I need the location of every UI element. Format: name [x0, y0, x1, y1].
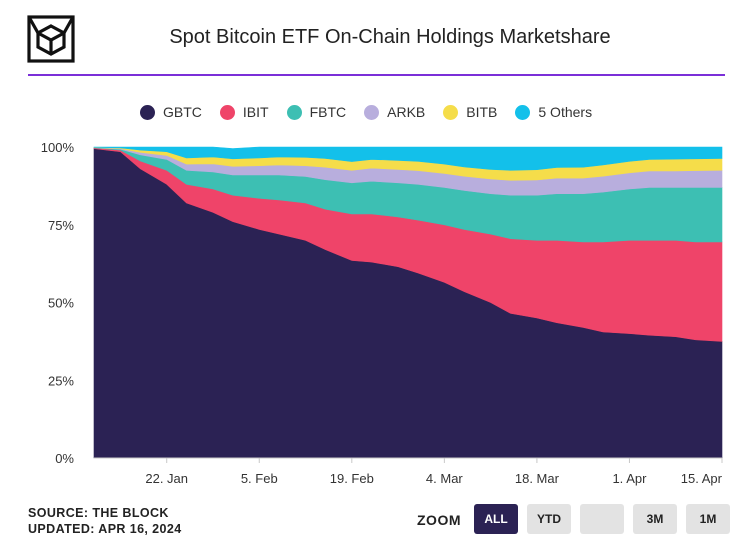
- x-tick-label: 18. Mar: [515, 471, 560, 486]
- area-chart: 0% 25% 50% 75% 100% 22. Jan 5. Feb 19. Feb 4. Ma…: [41, 140, 723, 486]
- legend-item-bitb[interactable]: BITB: [443, 104, 497, 120]
- legend-swatch: [286, 104, 302, 120]
- x-tick-label: 22. Jan: [145, 471, 188, 486]
- legend-label: ARKB: [387, 104, 426, 120]
- legend-label: 5 Others: [538, 104, 593, 120]
- zoom-button-all[interactable]: ALL: [474, 504, 518, 534]
- legend-swatch: [140, 104, 155, 120]
- title-divider: [28, 74, 725, 76]
- legend-label: FBTC: [309, 104, 347, 120]
- x-tick-label: 19. Feb: [330, 471, 374, 486]
- cube-icon: [27, 15, 75, 63]
- chart-title: Spot Bitcoin ETF On-Chain Holdings Marke…: [169, 26, 611, 48]
- x-tick-label: 4. Mar: [426, 471, 464, 486]
- x-tick-label: 1. Apr: [612, 471, 647, 486]
- source-text: SOURCE: THE BLOCK: [28, 506, 169, 520]
- zoom-button-1m[interactable]: 1M: [686, 504, 730, 534]
- zoom-button-3m[interactable]: 3M: [633, 504, 677, 534]
- zoom-button-blank[interactable]: [580, 504, 624, 534]
- legend-item-ibit[interactable]: IBIT: [219, 104, 269, 120]
- zoom-label: ZOOM: [417, 512, 461, 528]
- legend-item-5-others[interactable]: 5 Others: [515, 104, 592, 120]
- legend-item-arkb[interactable]: ARKB: [364, 104, 425, 120]
- legend-label: BITB: [466, 104, 498, 120]
- y-tick-label: 100%: [41, 140, 75, 155]
- source-note: SOURCE: THE BLOCK UPDATED: APR 16, 2024: [28, 505, 182, 537]
- legend-label: GBTC: [163, 104, 202, 120]
- legend-item-fbtc[interactable]: FBTC: [286, 104, 347, 120]
- legend-swatch: [364, 104, 380, 120]
- x-tick-label: 15. Apr: [681, 471, 723, 486]
- chart-legend: GBTC IBIT FBTC ARKB BITB 5 Others: [140, 104, 592, 120]
- legend-swatch: [515, 104, 531, 120]
- legend-item-gbtc[interactable]: GBTC: [140, 104, 202, 120]
- zoom-button-ytd[interactable]: YTD: [527, 504, 571, 534]
- updated-text: UPDATED: APR 16, 2024: [28, 522, 182, 536]
- area-series-5-others[interactable]: [93, 146, 723, 171]
- y-tick-label: 50%: [48, 296, 74, 311]
- y-tick-label: 25%: [48, 373, 74, 388]
- legend-label: IBIT: [242, 104, 269, 120]
- legend-swatch: [443, 104, 459, 120]
- legend-swatch: [219, 104, 235, 120]
- y-tick-label: 0%: [55, 451, 74, 466]
- y-tick-label: 75%: [48, 218, 74, 233]
- x-tick-label: 5. Feb: [241, 471, 278, 486]
- zoom-button-group: ALL YTD 3M 1M: [474, 504, 730, 534]
